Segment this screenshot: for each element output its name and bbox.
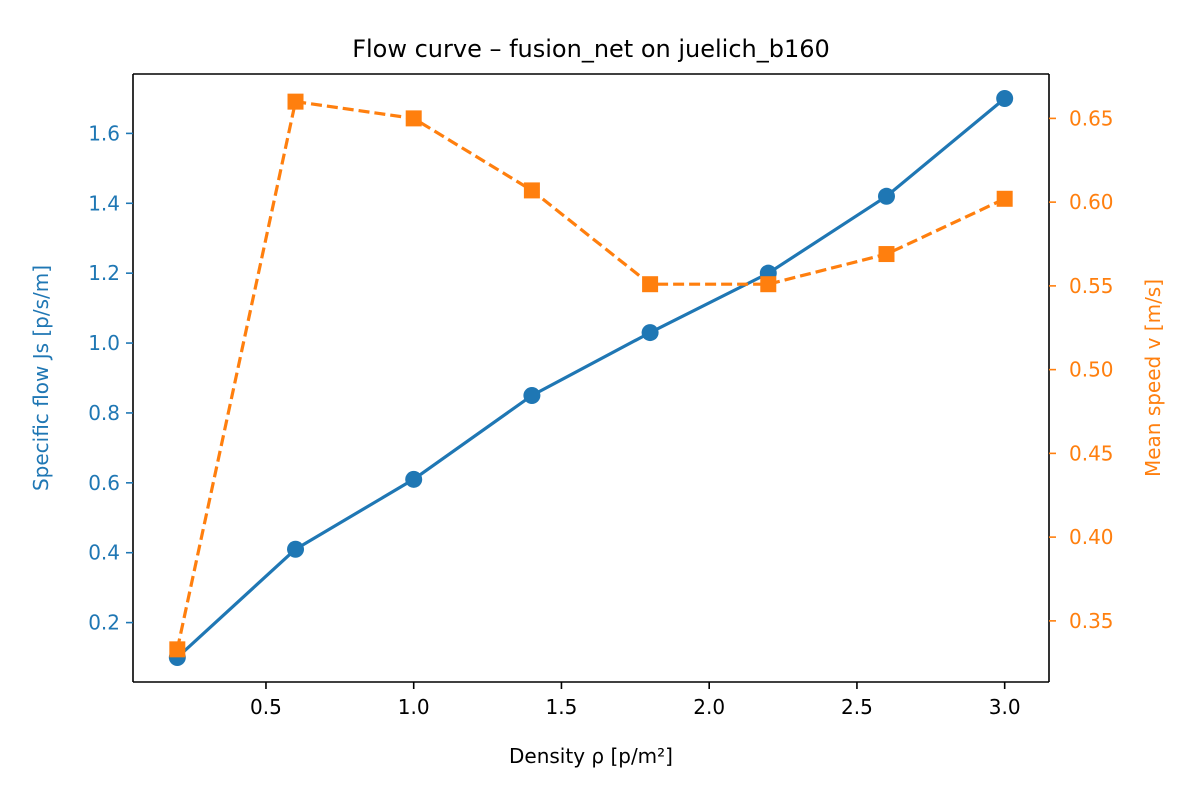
x-axis: 0.5 1.0 1.5 2.0 2.5 3.0 <box>250 682 1021 719</box>
series-1-point <box>287 540 305 558</box>
y-right-tick-label: 0.60 <box>1069 190 1114 214</box>
series-2-line <box>175 99 1006 650</box>
y-axis-left-title: Specific flow Js [p/s/m] <box>29 265 53 491</box>
series-2-point <box>878 246 895 263</box>
y-left-tick-label: 1.2 <box>88 261 120 285</box>
y-left-tick-label: 0.2 <box>88 611 120 635</box>
series-2-point <box>169 641 186 658</box>
chart-title: Flow curve – fusion_net on juelich_b160 <box>352 35 830 63</box>
y-left-tick-label: 0.4 <box>88 541 120 565</box>
x-tick-label: 0.5 <box>250 695 282 719</box>
series-1-point <box>996 89 1014 107</box>
y-right-tick-label: 0.45 <box>1069 441 1114 465</box>
y-left-tick-label: 0.8 <box>88 401 120 425</box>
x-tick-label: 3.0 <box>989 695 1021 719</box>
x-tick-label: 2.0 <box>693 695 725 719</box>
series-1-line <box>176 97 1006 659</box>
y-right-tick-label: 0.50 <box>1069 358 1114 382</box>
y-right-tick-label: 0.40 <box>1069 525 1114 549</box>
y-axis-right: 0.35 0.40 0.45 0.50 0.55 0.60 0.65 <box>1049 106 1114 633</box>
x-tick-label: 1.5 <box>546 695 578 719</box>
x-tick-label: 2.5 <box>841 695 873 719</box>
series-2-point <box>523 182 540 199</box>
series-layer <box>168 89 1014 667</box>
series-2-point <box>405 110 422 127</box>
series-2-point <box>642 276 659 293</box>
axes-frame <box>132 73 1050 683</box>
x-axis-title: Density ρ [p/m²] <box>509 744 673 768</box>
y-left-tick-label: 1.0 <box>88 331 120 355</box>
series-1-point <box>877 187 895 205</box>
series-1-point <box>405 470 423 488</box>
y-right-tick-label: 0.55 <box>1069 274 1114 298</box>
x-tick-label: 1.0 <box>398 695 430 719</box>
y-left-tick-label: 1.6 <box>88 121 120 145</box>
y-axis-left: 0.2 0.4 0.6 0.8 1.0 1.2 1.4 1.6 <box>88 121 133 635</box>
y-axis-right-title: Mean speed v [m/s] <box>1141 279 1165 477</box>
y-left-tick-label: 1.4 <box>88 191 120 215</box>
y-right-tick-label: 0.65 <box>1069 106 1114 130</box>
series-2-point <box>287 93 304 110</box>
series-1-point <box>641 324 659 342</box>
series-2-point <box>760 276 777 293</box>
y-left-tick-label: 0.6 <box>88 471 120 495</box>
series-1-point <box>523 386 541 404</box>
y-right-tick-label: 0.35 <box>1069 609 1114 633</box>
series-2-point <box>996 190 1013 207</box>
